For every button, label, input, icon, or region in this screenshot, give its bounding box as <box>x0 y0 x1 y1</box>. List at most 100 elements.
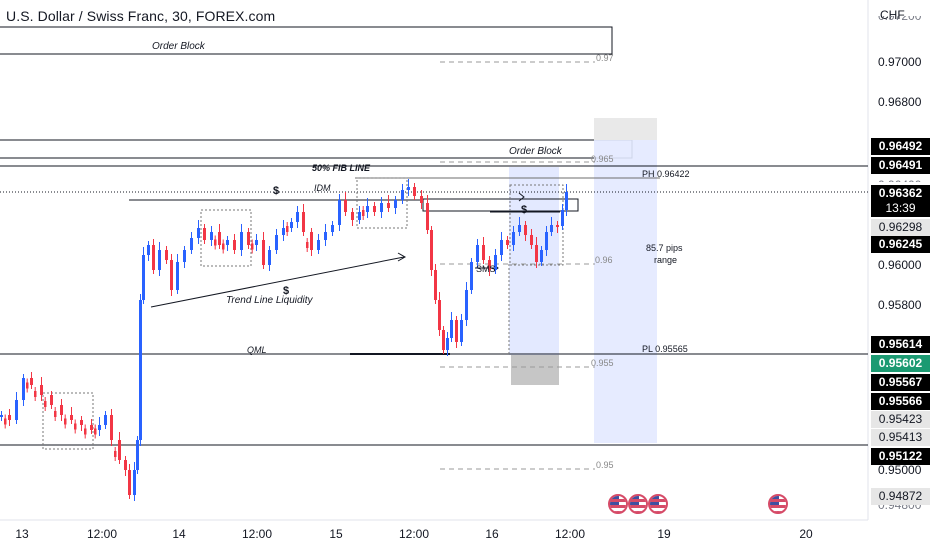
candle[interactable] <box>22 378 25 400</box>
candle[interactable] <box>183 250 186 262</box>
price-badge[interactable]: 0.96491 <box>871 157 930 174</box>
candle[interactable] <box>176 262 179 290</box>
candle[interactable] <box>152 245 155 270</box>
candle[interactable] <box>482 245 485 260</box>
candle[interactable] <box>30 378 33 385</box>
candle[interactable] <box>40 385 43 395</box>
candle[interactable] <box>506 240 509 245</box>
candle[interactable] <box>50 395 53 405</box>
candle[interactable] <box>142 255 145 300</box>
candle[interactable] <box>535 245 538 262</box>
candle[interactable] <box>500 240 503 255</box>
candle[interactable] <box>470 262 473 290</box>
candle[interactable] <box>275 235 278 250</box>
us-flag-icon[interactable] <box>608 494 628 514</box>
candle[interactable] <box>302 212 305 232</box>
idm-box[interactable] <box>422 198 579 212</box>
candle[interactable] <box>565 192 568 210</box>
bid-price-badge[interactable]: 0.95602 <box>871 355 930 372</box>
candle[interactable] <box>556 225 559 227</box>
candle[interactable] <box>90 425 93 430</box>
candle[interactable] <box>133 470 136 495</box>
entry-zone-box[interactable] <box>509 167 559 355</box>
candle[interactable] <box>296 212 299 222</box>
price-badge[interactable]: 0.95566 <box>871 393 930 410</box>
candle[interactable] <box>80 420 83 425</box>
candle[interactable] <box>455 320 458 342</box>
candle[interactable] <box>218 232 221 245</box>
candle[interactable] <box>170 260 173 290</box>
trend-line[interactable] <box>150 256 405 308</box>
candle[interactable] <box>387 203 390 208</box>
candle[interactable] <box>561 210 564 226</box>
candle[interactable] <box>420 196 423 203</box>
price-badge[interactable]: 0.96298 <box>871 219 930 236</box>
range-box[interactable] <box>594 140 657 443</box>
candle[interactable] <box>426 203 429 230</box>
candle[interactable] <box>310 232 313 250</box>
candle[interactable] <box>351 212 354 220</box>
price-badge[interactable]: 0.94872 <box>871 488 930 505</box>
price-badge[interactable]: 0.96245 <box>871 236 930 253</box>
candle[interactable] <box>210 232 213 240</box>
price-badge[interactable]: 0.95423 <box>871 411 930 428</box>
candle[interactable] <box>147 245 150 255</box>
candle[interactable] <box>317 240 320 250</box>
target-top-box[interactable] <box>594 118 657 140</box>
candle[interactable] <box>60 405 63 415</box>
candle[interactable] <box>0 415 3 417</box>
candle[interactable] <box>450 320 453 338</box>
candle[interactable] <box>344 200 347 212</box>
candle[interactable] <box>373 206 376 212</box>
candle[interactable] <box>139 300 142 440</box>
us-flag-icon[interactable] <box>648 494 668 514</box>
candle[interactable] <box>136 440 139 470</box>
candle[interactable] <box>331 225 334 232</box>
us-flag-icon[interactable] <box>768 494 788 514</box>
order-block-top[interactable] <box>0 26 613 55</box>
candle[interactable] <box>394 200 397 208</box>
stop-zone-box[interactable] <box>511 355 559 385</box>
candle[interactable] <box>338 200 341 225</box>
candle[interactable] <box>158 250 161 270</box>
candle[interactable] <box>545 232 548 250</box>
candle[interactable] <box>203 228 206 240</box>
candle[interactable] <box>98 425 101 430</box>
candle[interactable] <box>438 300 441 330</box>
candle[interactable] <box>124 460 127 470</box>
candle[interactable] <box>190 238 193 250</box>
last-price-badge[interactable]: 0.96362 <box>871 185 930 202</box>
symbol-title[interactable]: U.S. Dollar / Swiss Franc, 30, FOREX.com <box>6 8 276 24</box>
candle[interactable] <box>197 228 200 238</box>
price-badge[interactable]: 0.95413 <box>871 429 930 446</box>
candle[interactable] <box>518 225 521 232</box>
candle[interactable] <box>268 250 271 265</box>
candle[interactable] <box>358 212 361 220</box>
candle[interactable] <box>8 415 11 420</box>
candle[interactable] <box>233 240 236 250</box>
candle[interactable] <box>165 250 168 260</box>
candle[interactable] <box>15 400 18 420</box>
us-flag-icon[interactable] <box>628 494 648 514</box>
candle[interactable] <box>407 187 410 190</box>
candle[interactable] <box>446 338 449 350</box>
candle[interactable] <box>247 232 250 245</box>
candle[interactable] <box>442 330 445 350</box>
candle[interactable] <box>324 232 327 240</box>
candle[interactable] <box>540 250 543 262</box>
candle[interactable] <box>488 260 491 270</box>
price-badge[interactable]: 0.95614 <box>871 336 930 353</box>
price-badge[interactable]: 0.95567 <box>871 374 930 391</box>
candle[interactable] <box>380 203 383 212</box>
candle[interactable] <box>282 228 285 235</box>
candle[interactable] <box>70 415 73 420</box>
candle[interactable] <box>465 290 468 320</box>
candle[interactable] <box>262 240 265 265</box>
candle[interactable] <box>530 235 533 245</box>
candle[interactable] <box>512 232 515 245</box>
candle[interactable] <box>226 240 229 245</box>
candle[interactable] <box>128 470 131 495</box>
candlestick-series[interactable] <box>0 179 568 501</box>
candle[interactable] <box>104 415 107 425</box>
